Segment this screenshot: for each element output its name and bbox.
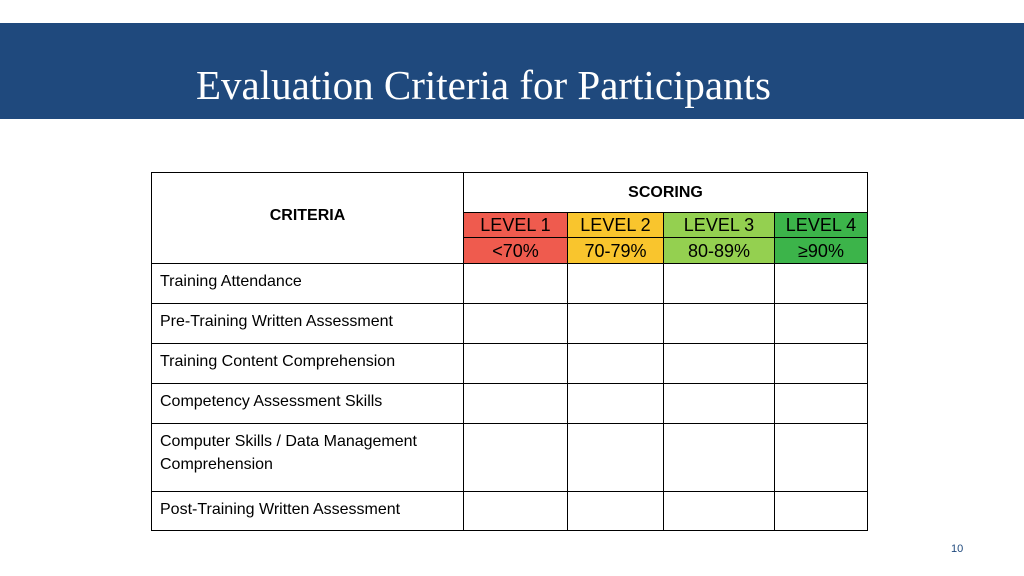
score-cell-level-1[interactable] [463, 423, 568, 492]
score-cell-level-4[interactable] [774, 343, 868, 384]
criteria-post-training-assessment: Post-Training Written Assessment [151, 491, 464, 531]
level-1-range: <70% [463, 237, 568, 264]
evaluation-table: CRITERIA SCORING LEVEL 1 LEVEL 2 LEVEL 3… [151, 172, 868, 531]
table-row: Competency Assessment Skills [151, 383, 868, 424]
score-cell-level-1[interactable] [463, 491, 568, 531]
score-cell-level-2[interactable] [567, 423, 664, 492]
score-cell-level-2[interactable] [567, 343, 664, 384]
score-cell-level-4[interactable] [774, 303, 868, 344]
score-cell-level-3[interactable] [663, 491, 775, 531]
page-number: 10 [951, 543, 964, 555]
score-cell-level-1[interactable] [463, 263, 568, 304]
score-cell-level-1[interactable] [463, 343, 568, 384]
criteria-computer-skills: Computer Skills / Data Management Compre… [151, 423, 464, 492]
page-title: Evaluation Criteria for Participants [196, 62, 771, 108]
criteria-header: CRITERIA [151, 172, 464, 264]
score-cell-level-4[interactable] [774, 491, 868, 531]
score-cell-level-2[interactable] [567, 383, 664, 424]
score-cell-level-2[interactable] [567, 491, 664, 531]
level-4-range: ≥90% [774, 237, 868, 264]
score-cell-level-3[interactable] [663, 423, 775, 492]
level-range-row: <70% 70-79% 80-89% ≥90% [152, 237, 868, 264]
level-1-label: LEVEL 1 [463, 212, 568, 238]
score-cell-level-3[interactable] [663, 343, 775, 384]
score-cell-level-1[interactable] [463, 303, 568, 344]
criteria-training-content-comprehension: Training Content Comprehension [151, 343, 464, 384]
criteria-training-attendance: Training Attendance [151, 263, 464, 304]
score-cell-level-4[interactable] [774, 423, 868, 492]
table-header-row: CRITERIA SCORING [151, 172, 868, 264]
criteria-pre-training-assessment: Pre-Training Written Assessment [151, 303, 464, 344]
table-row: Training Content Comprehension [151, 343, 868, 384]
score-cell-level-2[interactable] [567, 303, 664, 344]
score-cell-level-2[interactable] [567, 263, 664, 304]
scoring-header: SCORING [463, 172, 868, 213]
level-3-range: 80-89% [663, 237, 775, 264]
score-cell-level-4[interactable] [774, 383, 868, 424]
score-cell-level-4[interactable] [774, 263, 868, 304]
table-row: Training Attendance [151, 263, 868, 304]
level-2-label: LEVEL 2 [567, 212, 664, 238]
score-cell-level-1[interactable] [463, 383, 568, 424]
title-bar: Evaluation Criteria for Participants [0, 23, 1024, 119]
score-cell-level-3[interactable] [663, 383, 775, 424]
score-cell-level-3[interactable] [663, 263, 775, 304]
table-row: Post-Training Written Assessment [151, 491, 868, 531]
level-3-label: LEVEL 3 [663, 212, 775, 238]
table-row: Computer Skills / Data Management Compre… [151, 423, 868, 492]
level-label-row: LEVEL 1 LEVEL 2 LEVEL 3 LEVEL 4 [152, 212, 868, 238]
criteria-competency-assessment-skills: Competency Assessment Skills [151, 383, 464, 424]
level-2-range: 70-79% [567, 237, 664, 264]
level-4-label: LEVEL 4 [774, 212, 868, 238]
table-row: Pre-Training Written Assessment [151, 303, 868, 344]
score-cell-level-3[interactable] [663, 303, 775, 344]
